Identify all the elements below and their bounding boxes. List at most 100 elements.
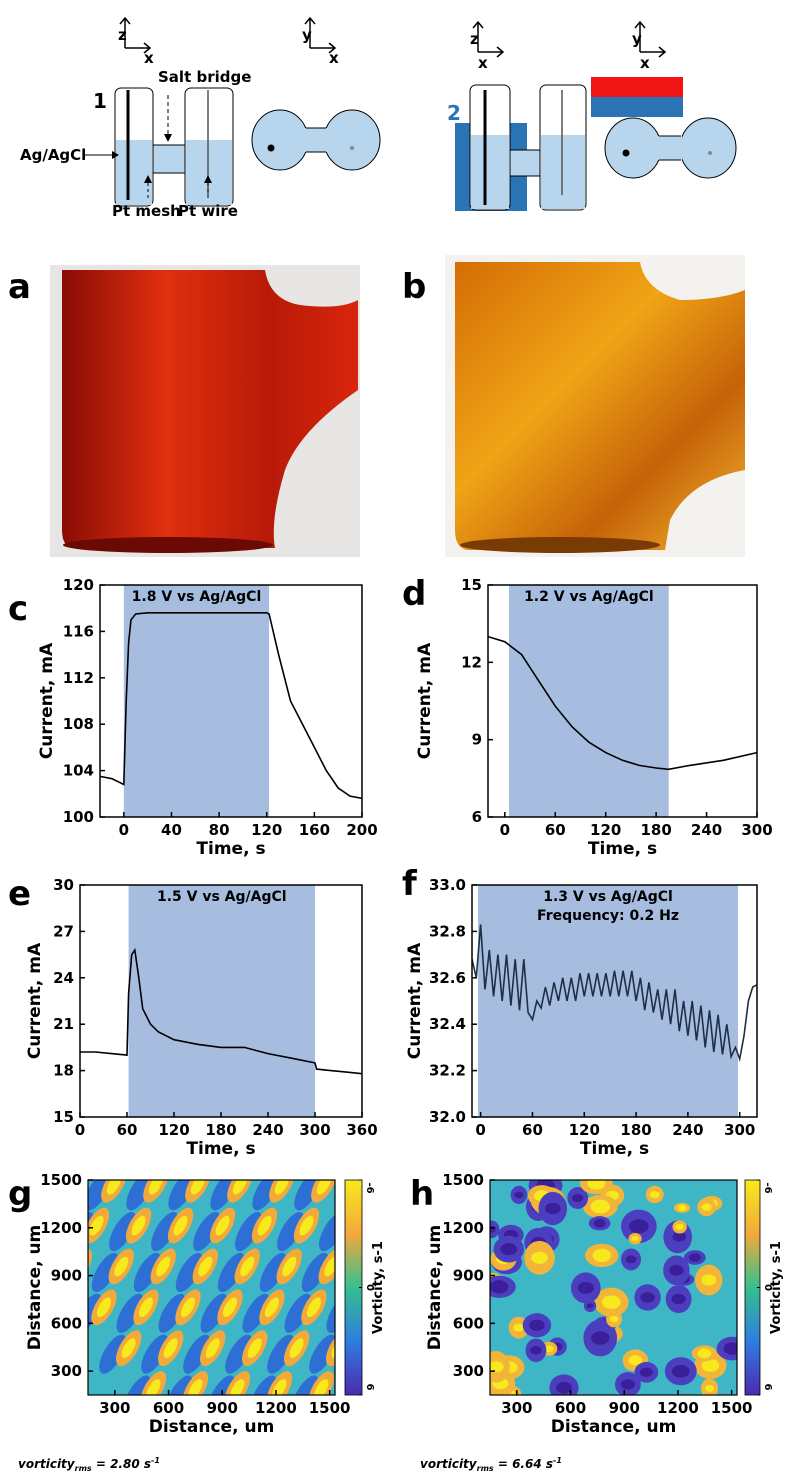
blob bbox=[529, 1319, 545, 1331]
x-tick-label: 0 bbox=[500, 821, 510, 839]
axis-label: x bbox=[144, 49, 154, 67]
annotation: 1.3 V vs Ag/AgCl bbox=[543, 889, 673, 905]
y-tick-label: 116 bbox=[63, 622, 94, 640]
blob bbox=[225, 1334, 253, 1374]
blob bbox=[217, 1252, 245, 1293]
y-axis-label: Current, mA bbox=[405, 942, 425, 1059]
y-tick-label: 900 bbox=[453, 1267, 484, 1285]
label: Pt mesh bbox=[112, 202, 181, 220]
cell-number: 2 bbox=[447, 101, 461, 125]
blob bbox=[257, 1215, 272, 1236]
y-tick-label: 33.0 bbox=[429, 876, 466, 894]
y-tick-label: 32.6 bbox=[429, 969, 466, 987]
blob bbox=[200, 1293, 228, 1333]
x-tick-label: 360 bbox=[346, 1121, 377, 1139]
axis-label: y bbox=[302, 26, 312, 44]
blob bbox=[314, 1379, 329, 1395]
blob bbox=[183, 1334, 211, 1374]
blob bbox=[188, 1379, 203, 1395]
line bbox=[487, 635, 758, 771]
axis-label: y bbox=[632, 30, 642, 48]
blob bbox=[513, 1323, 525, 1332]
x-tick-label: 240 bbox=[252, 1121, 283, 1139]
blob bbox=[284, 1293, 312, 1333]
blob bbox=[555, 1381, 573, 1394]
y-tick-label: 15 bbox=[53, 1108, 74, 1126]
footnote-part: -1 bbox=[151, 1456, 160, 1465]
blob bbox=[99, 1334, 127, 1374]
axis-label: z bbox=[118, 26, 127, 44]
blob bbox=[88, 1180, 112, 1211]
y-axis-label: Current, mA bbox=[415, 642, 435, 759]
x-tick-label: 0 bbox=[75, 1121, 85, 1139]
panel-label: g bbox=[8, 1174, 32, 1214]
x-tick-label: 160 bbox=[299, 821, 330, 839]
x-tick-label: 0 bbox=[475, 1121, 485, 1139]
blob bbox=[625, 1255, 637, 1264]
blob bbox=[91, 1252, 119, 1293]
y-tick-label: 108 bbox=[63, 715, 94, 733]
blob bbox=[544, 1202, 561, 1215]
blob bbox=[306, 1297, 321, 1318]
y-axis-label: Distance, um bbox=[25, 1225, 45, 1351]
blob bbox=[455, 1336, 475, 1360]
y-tick-label: 600 bbox=[51, 1314, 82, 1332]
y-tick-label: 12 bbox=[461, 653, 482, 671]
x-tick-label: 600 bbox=[153, 1399, 184, 1417]
blob bbox=[531, 1251, 548, 1264]
x-tick-label: 180 bbox=[205, 1121, 236, 1139]
blob bbox=[500, 1243, 518, 1256]
x-tick-label: 300 bbox=[501, 1399, 532, 1417]
blob bbox=[309, 1334, 335, 1374]
blob bbox=[405, 1254, 425, 1278]
blob bbox=[371, 1336, 391, 1360]
blob bbox=[264, 1297, 279, 1318]
y-tick-label: 32.8 bbox=[429, 922, 466, 940]
label: Pt wire bbox=[178, 202, 238, 220]
footnote-part: = 2.80 s bbox=[92, 1457, 151, 1471]
blob bbox=[672, 1231, 687, 1242]
blob bbox=[222, 1297, 237, 1318]
blob bbox=[151, 1212, 179, 1252]
blob bbox=[97, 1297, 111, 1318]
colorbar-tick-label: 0 bbox=[762, 1284, 773, 1291]
blob bbox=[701, 1203, 712, 1211]
blob bbox=[530, 1346, 542, 1355]
y-tick-label: 32.4 bbox=[429, 1015, 466, 1033]
blob bbox=[704, 1385, 715, 1392]
blob bbox=[620, 1379, 636, 1390]
blob bbox=[609, 1315, 619, 1323]
x-tick-label: 300 bbox=[99, 1399, 130, 1417]
blob bbox=[601, 1295, 621, 1310]
footnote-part: vorticity bbox=[18, 1457, 76, 1471]
label: Ag/AgCl bbox=[20, 146, 86, 164]
blob bbox=[544, 1345, 554, 1353]
blob bbox=[388, 1295, 408, 1319]
blob bbox=[215, 1215, 230, 1236]
colorbar-tick-label: 6 bbox=[364, 1384, 375, 1391]
x-tick-label: 180 bbox=[640, 821, 671, 839]
panel-label: d bbox=[402, 574, 426, 614]
blob bbox=[723, 1342, 737, 1355]
photo-b bbox=[445, 255, 745, 557]
blob bbox=[514, 1191, 524, 1199]
colorbar-label: Vorticity, s-1 bbox=[769, 1241, 784, 1334]
blob bbox=[413, 1371, 451, 1418]
blob bbox=[316, 1180, 331, 1195]
y-tick-label: 32.0 bbox=[429, 1108, 466, 1126]
y-tick-label: 9 bbox=[472, 731, 482, 749]
x-tick-label: 300 bbox=[741, 821, 772, 839]
heatmap bbox=[88, 1180, 475, 1418]
blob bbox=[301, 1252, 329, 1293]
x-tick-label: 1500 bbox=[711, 1399, 753, 1417]
blob bbox=[158, 1293, 186, 1333]
blob bbox=[126, 1180, 154, 1211]
blob bbox=[249, 1375, 277, 1395]
blob bbox=[277, 1212, 305, 1252]
annotation: Frequency: 0.2 Hz bbox=[537, 908, 679, 924]
cell-1 bbox=[85, 87, 381, 207]
blob bbox=[240, 1256, 255, 1277]
blob bbox=[577, 1281, 594, 1294]
blob bbox=[586, 1303, 594, 1309]
